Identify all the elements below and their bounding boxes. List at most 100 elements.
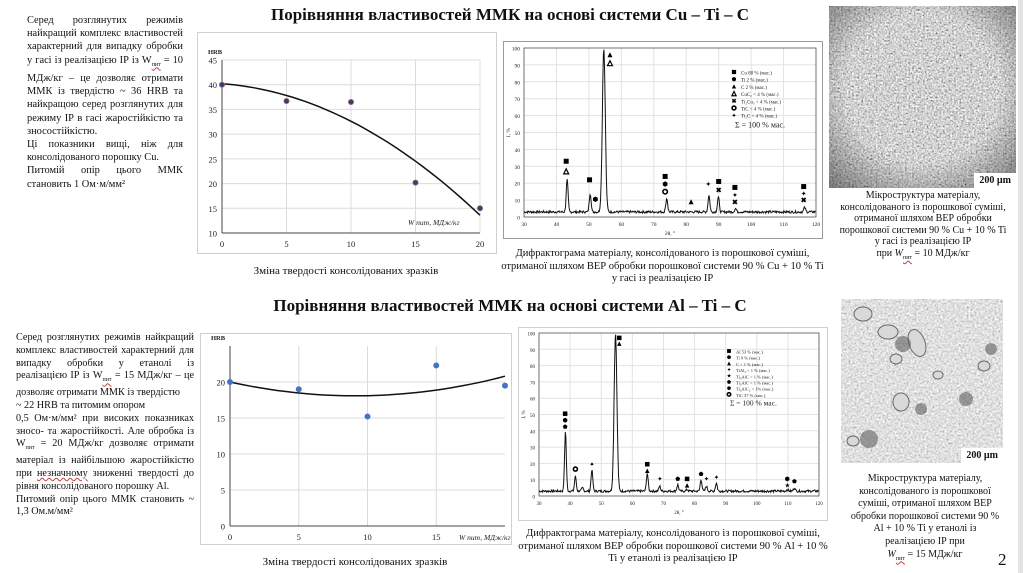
data-point <box>295 386 302 393</box>
desc-text: Питомій опір цього ММК становить 1 Ом·м/… <box>27 165 183 190</box>
legend-label: Ti₃AlC₂ < 1% (мас.) <box>736 387 774 392</box>
legend-label: Ti 2 % (мас.) <box>741 79 768 84</box>
marker-pentagon <box>675 476 681 481</box>
caption-line: Мікроструктура матеріалу, <box>865 190 981 201</box>
legend-label: C < 1 % (мас.) <box>736 362 763 367</box>
al-hardness-caption: Зміна твердості консолідованих зразків <box>262 556 448 568</box>
y-tick-label: 90 <box>515 63 521 69</box>
caption-line: Мікроструктура матеріалу, <box>867 473 983 484</box>
y-tick-label: 35 <box>209 105 218 115</box>
marker-diamond: ✦ <box>732 192 738 200</box>
data-point <box>283 98 290 105</box>
cu-hardness-caption: Зміна твердості консолідованих зразків <box>253 265 439 277</box>
x-tick-label: 80 <box>692 502 698 507</box>
marker-diamond: ✦ <box>727 368 731 374</box>
marker-triangle <box>617 341 622 346</box>
y-tick-label: 10 <box>515 199 521 205</box>
y-tick-label: 15 <box>217 414 226 424</box>
x-axis-label: 2θ, ° <box>674 511 683 516</box>
marker-triangle <box>607 52 613 58</box>
al-xrd-chart-frame: 0 10 20 30 40 50 60 70 80 90 100 30 40 50 60 70 80 90 100 1… <box>518 327 828 521</box>
w-subscript: пит <box>102 377 112 384</box>
y-tick-label: 60 <box>515 114 521 120</box>
marker-triangle-open <box>730 90 738 97</box>
marker-square <box>731 69 737 75</box>
x-tick-label: 90 <box>716 222 722 228</box>
caption-line: у гасі із реалізацією ІР <box>874 236 972 248</box>
marker-pentagon <box>727 379 731 384</box>
legend-label: CuC₂ < 4 % (мас.) <box>741 93 779 98</box>
marker-diamond: ✦ <box>704 476 709 483</box>
x-tick-label: 80 <box>683 222 689 228</box>
x-tick-label: 15 <box>432 532 441 542</box>
marker-triangle <box>731 84 737 89</box>
caption-line: консолідованого із порошкової <box>859 485 991 497</box>
marker-diamond: ✦ <box>589 461 594 468</box>
page-number: 2 <box>998 550 1007 569</box>
caption-line: Wпит = 15 МДж/кг <box>836 549 1014 566</box>
cu-xrd-caption: Дифрактограма матеріалу, консолідованого… <box>501 248 824 284</box>
w-subscript: пит <box>903 254 913 261</box>
desc-text: = 15 МДж/кг – це дозволяє отримати ММК і… <box>16 370 194 399</box>
y-tick-label: 40 <box>530 430 536 435</box>
x-tick-label: 5 <box>284 239 288 249</box>
w-symbol: W <box>894 247 903 259</box>
y-tick-label: 30 <box>515 165 521 171</box>
y-tick-label: 0 <box>221 522 225 532</box>
cu-hardness-chart-frame: 10 15 20 25 30 35 40 45 0 5 10 15 20 HRB W пит, МДж/кг <box>197 32 497 254</box>
marker-hexagon <box>732 76 736 82</box>
caption-line: консолідованого із порошкової суміші, <box>840 201 1006 213</box>
desc-text: зниженні твердості до рівня консолідован… <box>16 468 195 492</box>
marker-hexagon <box>727 355 731 360</box>
caption-line: Al + 10 % Ti у етанолі із <box>873 523 977 535</box>
cu-micrograph: 200 µm <box>829 6 1016 188</box>
caption-line: обробки порошкової системи 90 % <box>850 510 1000 522</box>
legend-label: Ti 9 % (мас.) <box>736 356 761 361</box>
legend-label: Cu 88 % (мас.) <box>741 72 772 77</box>
marker-hexagon <box>662 181 668 187</box>
y-tick-label: 100 <box>512 47 521 53</box>
desc-text: незначному <box>36 468 88 480</box>
x-tick-label: 60 <box>630 502 636 507</box>
data-point <box>218 81 225 88</box>
x-tick-label: 30 <box>537 502 543 507</box>
al-xrd-chart: 0 10 20 30 40 50 60 70 80 90 100 30 40 50 60 70 80 90 100 1… <box>522 332 823 516</box>
desc-text: 0,5 Ом·м/мм² при високих показниках знос… <box>16 412 194 450</box>
y-tick-label: 90 <box>530 349 536 354</box>
desc-text: = 10 МДж/кг – це дозволяє отримати ММК і… <box>27 54 184 137</box>
x-tick-label: 110 <box>780 222 788 228</box>
w-subscript: пит <box>895 555 905 562</box>
section-al-description: Серед розглянутих режимів найкращий комп… <box>16 332 194 519</box>
marker-square <box>732 184 738 190</box>
legend-label: C 2 % (мас.) <box>741 86 767 91</box>
caption-line: суміші, отриманої шляхом ВЕР <box>858 498 992 510</box>
x-tick-label: 70 <box>661 502 667 507</box>
y-tick-label: 60 <box>530 398 536 403</box>
x-axis-label: W пит, МДж/кг <box>408 218 460 227</box>
marker-pentagon <box>562 424 568 429</box>
x-tick-label: 110 <box>784 502 792 507</box>
marker-triangle-open <box>606 59 614 67</box>
y-tick-label: 10 <box>530 479 536 484</box>
w-symbol: W <box>887 548 896 560</box>
y-tick-label: 30 <box>209 130 218 140</box>
section-cu-description: Серед розглянутих режимів найкращий комп… <box>27 14 183 191</box>
y-tick-label: 80 <box>530 365 536 370</box>
al-hardness-chart: 0 5 10 15 20 0 5 10 15 HRB W пит, МДж/кг <box>211 335 511 542</box>
x-axis-label: 2θ, ° <box>665 230 675 237</box>
marker-square <box>562 411 568 416</box>
plot-area <box>538 332 820 497</box>
x-tick-label: 10 <box>347 239 356 249</box>
legend-label: Ti₃AlC < 1 % (мас.) <box>736 374 773 379</box>
x-tick-label: 15 <box>411 239 420 249</box>
x-tick-label: 0 <box>228 532 232 542</box>
marker-star: ★ <box>784 483 790 490</box>
marker-square <box>684 476 690 482</box>
desc-text: Ці показники вищі, ніж для консолідовано… <box>27 138 183 164</box>
x-tick-label: 90 <box>723 502 729 507</box>
x-tick-label: 10 <box>363 532 372 542</box>
marker-circle-open <box>572 466 579 472</box>
vertical-scrollbar[interactable] <box>1018 0 1023 573</box>
x-tick-label: 20 <box>476 239 485 249</box>
y-tick-label: 40 <box>515 148 521 154</box>
